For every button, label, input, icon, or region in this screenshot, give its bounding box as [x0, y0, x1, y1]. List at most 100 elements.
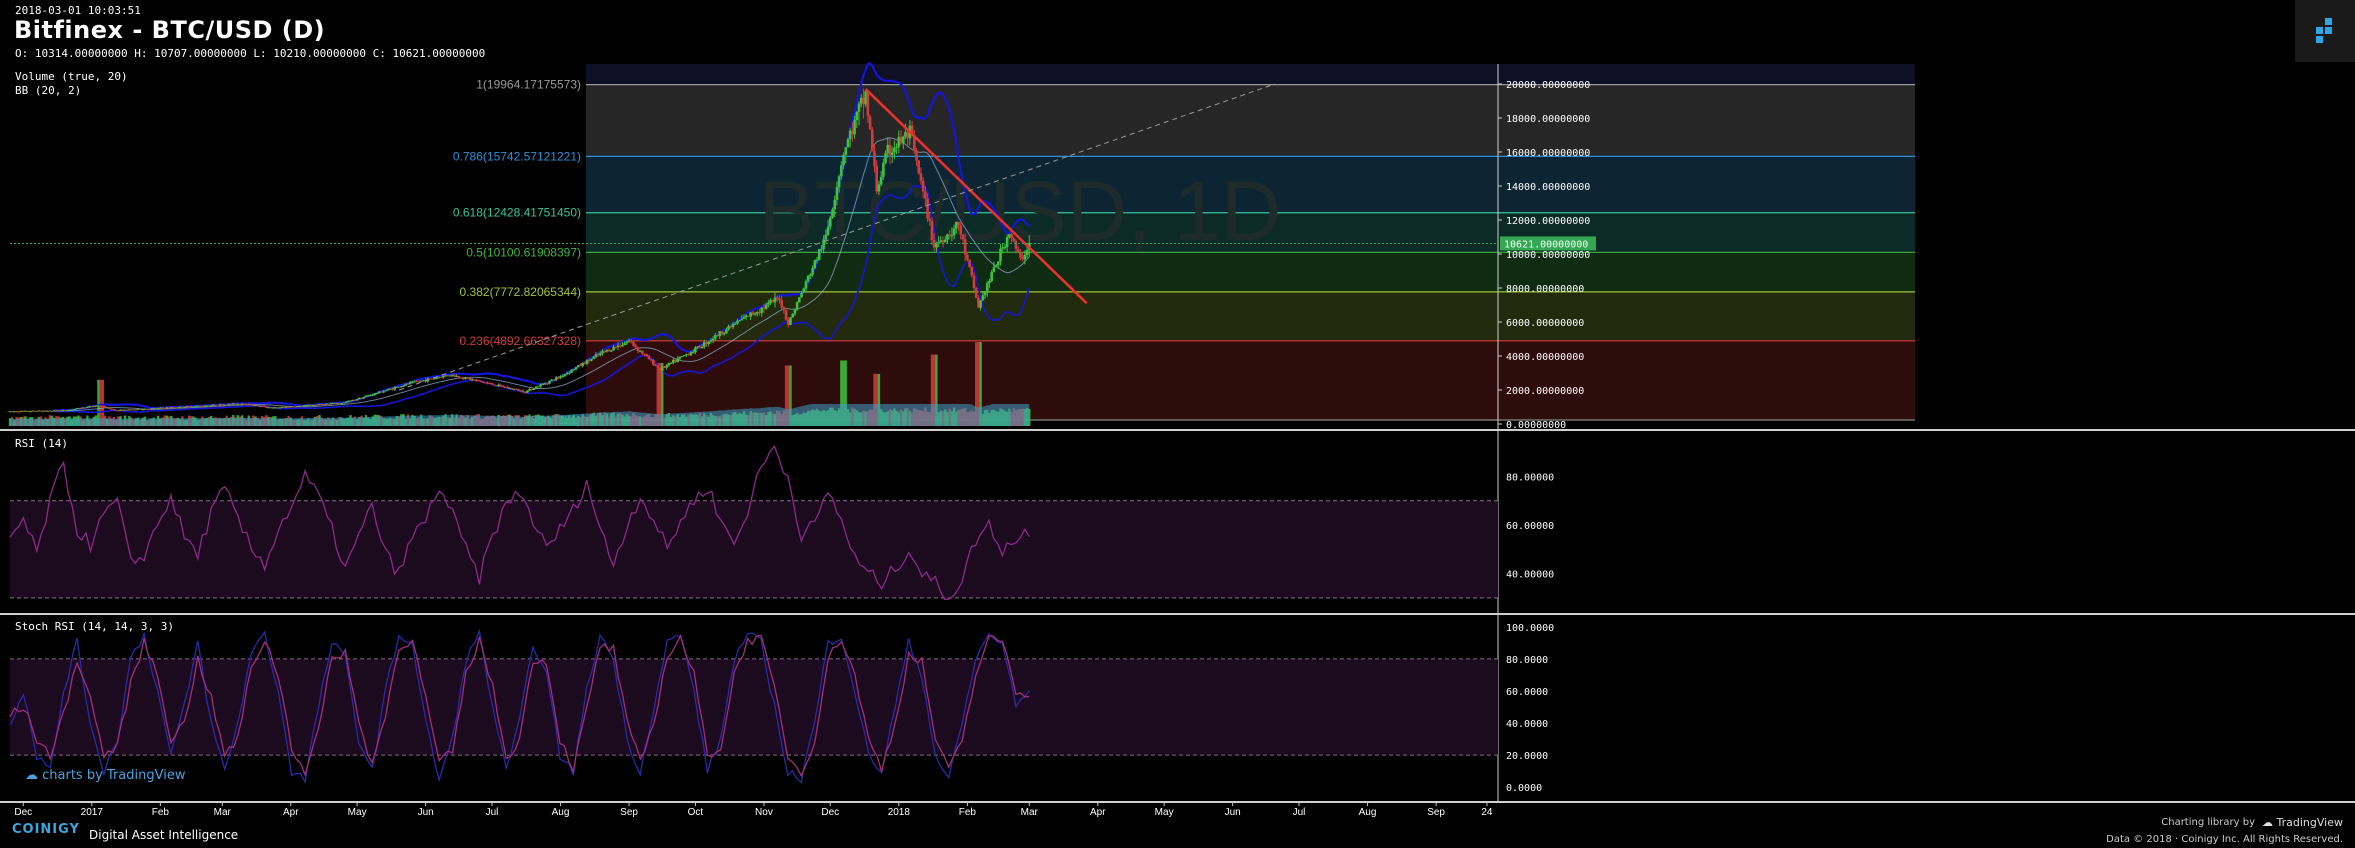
- candle-body: [539, 384, 542, 387]
- candle-body: [563, 374, 567, 377]
- candle-body: [884, 153, 887, 163]
- candle-body: [492, 384, 496, 386]
- candle-body: [260, 405, 264, 407]
- candle-body: [229, 404, 233, 406]
- oscillator-tick-label: 20.0000: [1506, 751, 1548, 762]
- candle-body: [508, 387, 511, 389]
- candle-body: [373, 393, 377, 395]
- oscillator-tick-label: 80.0000: [1506, 655, 1548, 666]
- candle-body: [1001, 247, 1005, 249]
- fib-zone-0.382: [586, 291, 1915, 341]
- candle-body: [132, 409, 136, 411]
- fib-level-label: 0.382(7772.82065344): [460, 285, 581, 299]
- candle-body: [333, 402, 337, 404]
- tradingview-logo-icon: ☁: [2262, 816, 2274, 829]
- bb-indicator-label[interactable]: BB (20, 2): [15, 84, 82, 97]
- candle-body: [1005, 237, 1009, 248]
- candle-body: [859, 97, 863, 104]
- candle-body: [134, 409, 138, 411]
- candle-body: [820, 249, 823, 251]
- candle-body: [623, 343, 626, 346]
- candle-body: [79, 408, 83, 410]
- candle-body: [464, 377, 467, 379]
- candle-body: [384, 390, 388, 392]
- candle-body: [937, 242, 940, 244]
- volume-bar: [661, 363, 664, 426]
- candle-body: [223, 404, 226, 406]
- candle-body: [634, 345, 638, 348]
- candle-body: [322, 404, 326, 406]
- candle-body: [864, 91, 867, 105]
- candle-body: [897, 136, 901, 147]
- candle-body: [304, 405, 308, 407]
- candle-body: [289, 406, 293, 408]
- candle-body: [1012, 238, 1016, 242]
- candle-body: [731, 324, 735, 328]
- candle-body: [720, 331, 724, 335]
- candle-body: [722, 333, 726, 335]
- candle-body: [541, 383, 545, 385]
- candle-body: [618, 345, 622, 347]
- candle-body: [245, 404, 248, 406]
- candle-body: [806, 275, 810, 282]
- candle-body: [587, 360, 591, 362]
- candle-body: [988, 281, 991, 284]
- candle-body: [786, 319, 790, 325]
- candle-body: [552, 379, 556, 381]
- candle-body: [840, 165, 843, 177]
- tradingview-credit-link[interactable]: ☁ TradingView: [2262, 816, 2343, 829]
- candle-body: [125, 409, 129, 411]
- candle-body: [165, 407, 169, 409]
- coinigy-brand[interactable]: COINIGY: [12, 822, 80, 837]
- candle-body: [26, 410, 29, 412]
- trend-lines[interactable]: [398, 83, 1275, 391]
- volume-bar: [873, 373, 876, 426]
- candle-body: [519, 390, 523, 392]
- coinigy-logo-button[interactable]: [2295, 0, 2355, 62]
- candle-body: [395, 386, 399, 388]
- tradingview-watermark[interactable]: ☁ charts by TradingView: [25, 768, 185, 783]
- fibonacci-retracement: 1(19964.17175573) 0.786(15742.57121221) 0.…: [453, 64, 1915, 427]
- candle-body: [57, 410, 60, 412]
- candle-body: [700, 346, 704, 348]
- candle-body: [798, 297, 801, 303]
- candle-body: [501, 385, 505, 387]
- candle-body: [92, 406, 96, 408]
- candle-body: [835, 187, 839, 200]
- time-tick-label: Jul: [486, 807, 499, 818]
- candle-body: [178, 406, 182, 408]
- stoch-rsi-indicator-label[interactable]: Stoch RSI (14, 14, 3, 3): [15, 620, 174, 633]
- candle-body: [355, 399, 359, 401]
- time-tick-label: May: [348, 807, 367, 818]
- volume-bar: [787, 365, 790, 426]
- candle-body: [979, 300, 982, 308]
- candle-body: [846, 139, 850, 148]
- candle-body: [756, 312, 759, 314]
- candle-body: [689, 352, 693, 356]
- candle-body: [696, 346, 699, 348]
- candle-body: [632, 341, 635, 346]
- candle-body: [198, 405, 202, 407]
- candle-body: [391, 388, 394, 390]
- price-tick-label: 14000.00000000: [1506, 182, 1590, 193]
- candle-body: [360, 397, 363, 399]
- rsi-indicator-label[interactable]: RSI (14): [15, 437, 68, 450]
- candle-body: [413, 381, 416, 383]
- price-tick-label: 0.00000000: [1506, 420, 1566, 431]
- volume-bar: [656, 363, 660, 426]
- candle-body: [28, 411, 32, 413]
- candle-body: [548, 380, 551, 384]
- candle-body: [791, 313, 794, 318]
- volume-bar: [789, 365, 792, 426]
- stoch-rsi-pane: 100.0000 80.0000 60.0000 40.0000 20.0000 0.00…: [9, 623, 1554, 794]
- candle-body: [90, 406, 94, 408]
- candle-body: [393, 387, 397, 390]
- candle-body: [486, 382, 489, 384]
- candle-body: [534, 386, 538, 389]
- fib-level-label: 0.5(10100.61908397): [466, 245, 581, 259]
- candle-body: [554, 377, 558, 380]
- candle-body: [957, 221, 960, 226]
- volume-indicator-label[interactable]: Volume (true, 20): [15, 70, 128, 83]
- candle-body: [963, 239, 967, 255]
